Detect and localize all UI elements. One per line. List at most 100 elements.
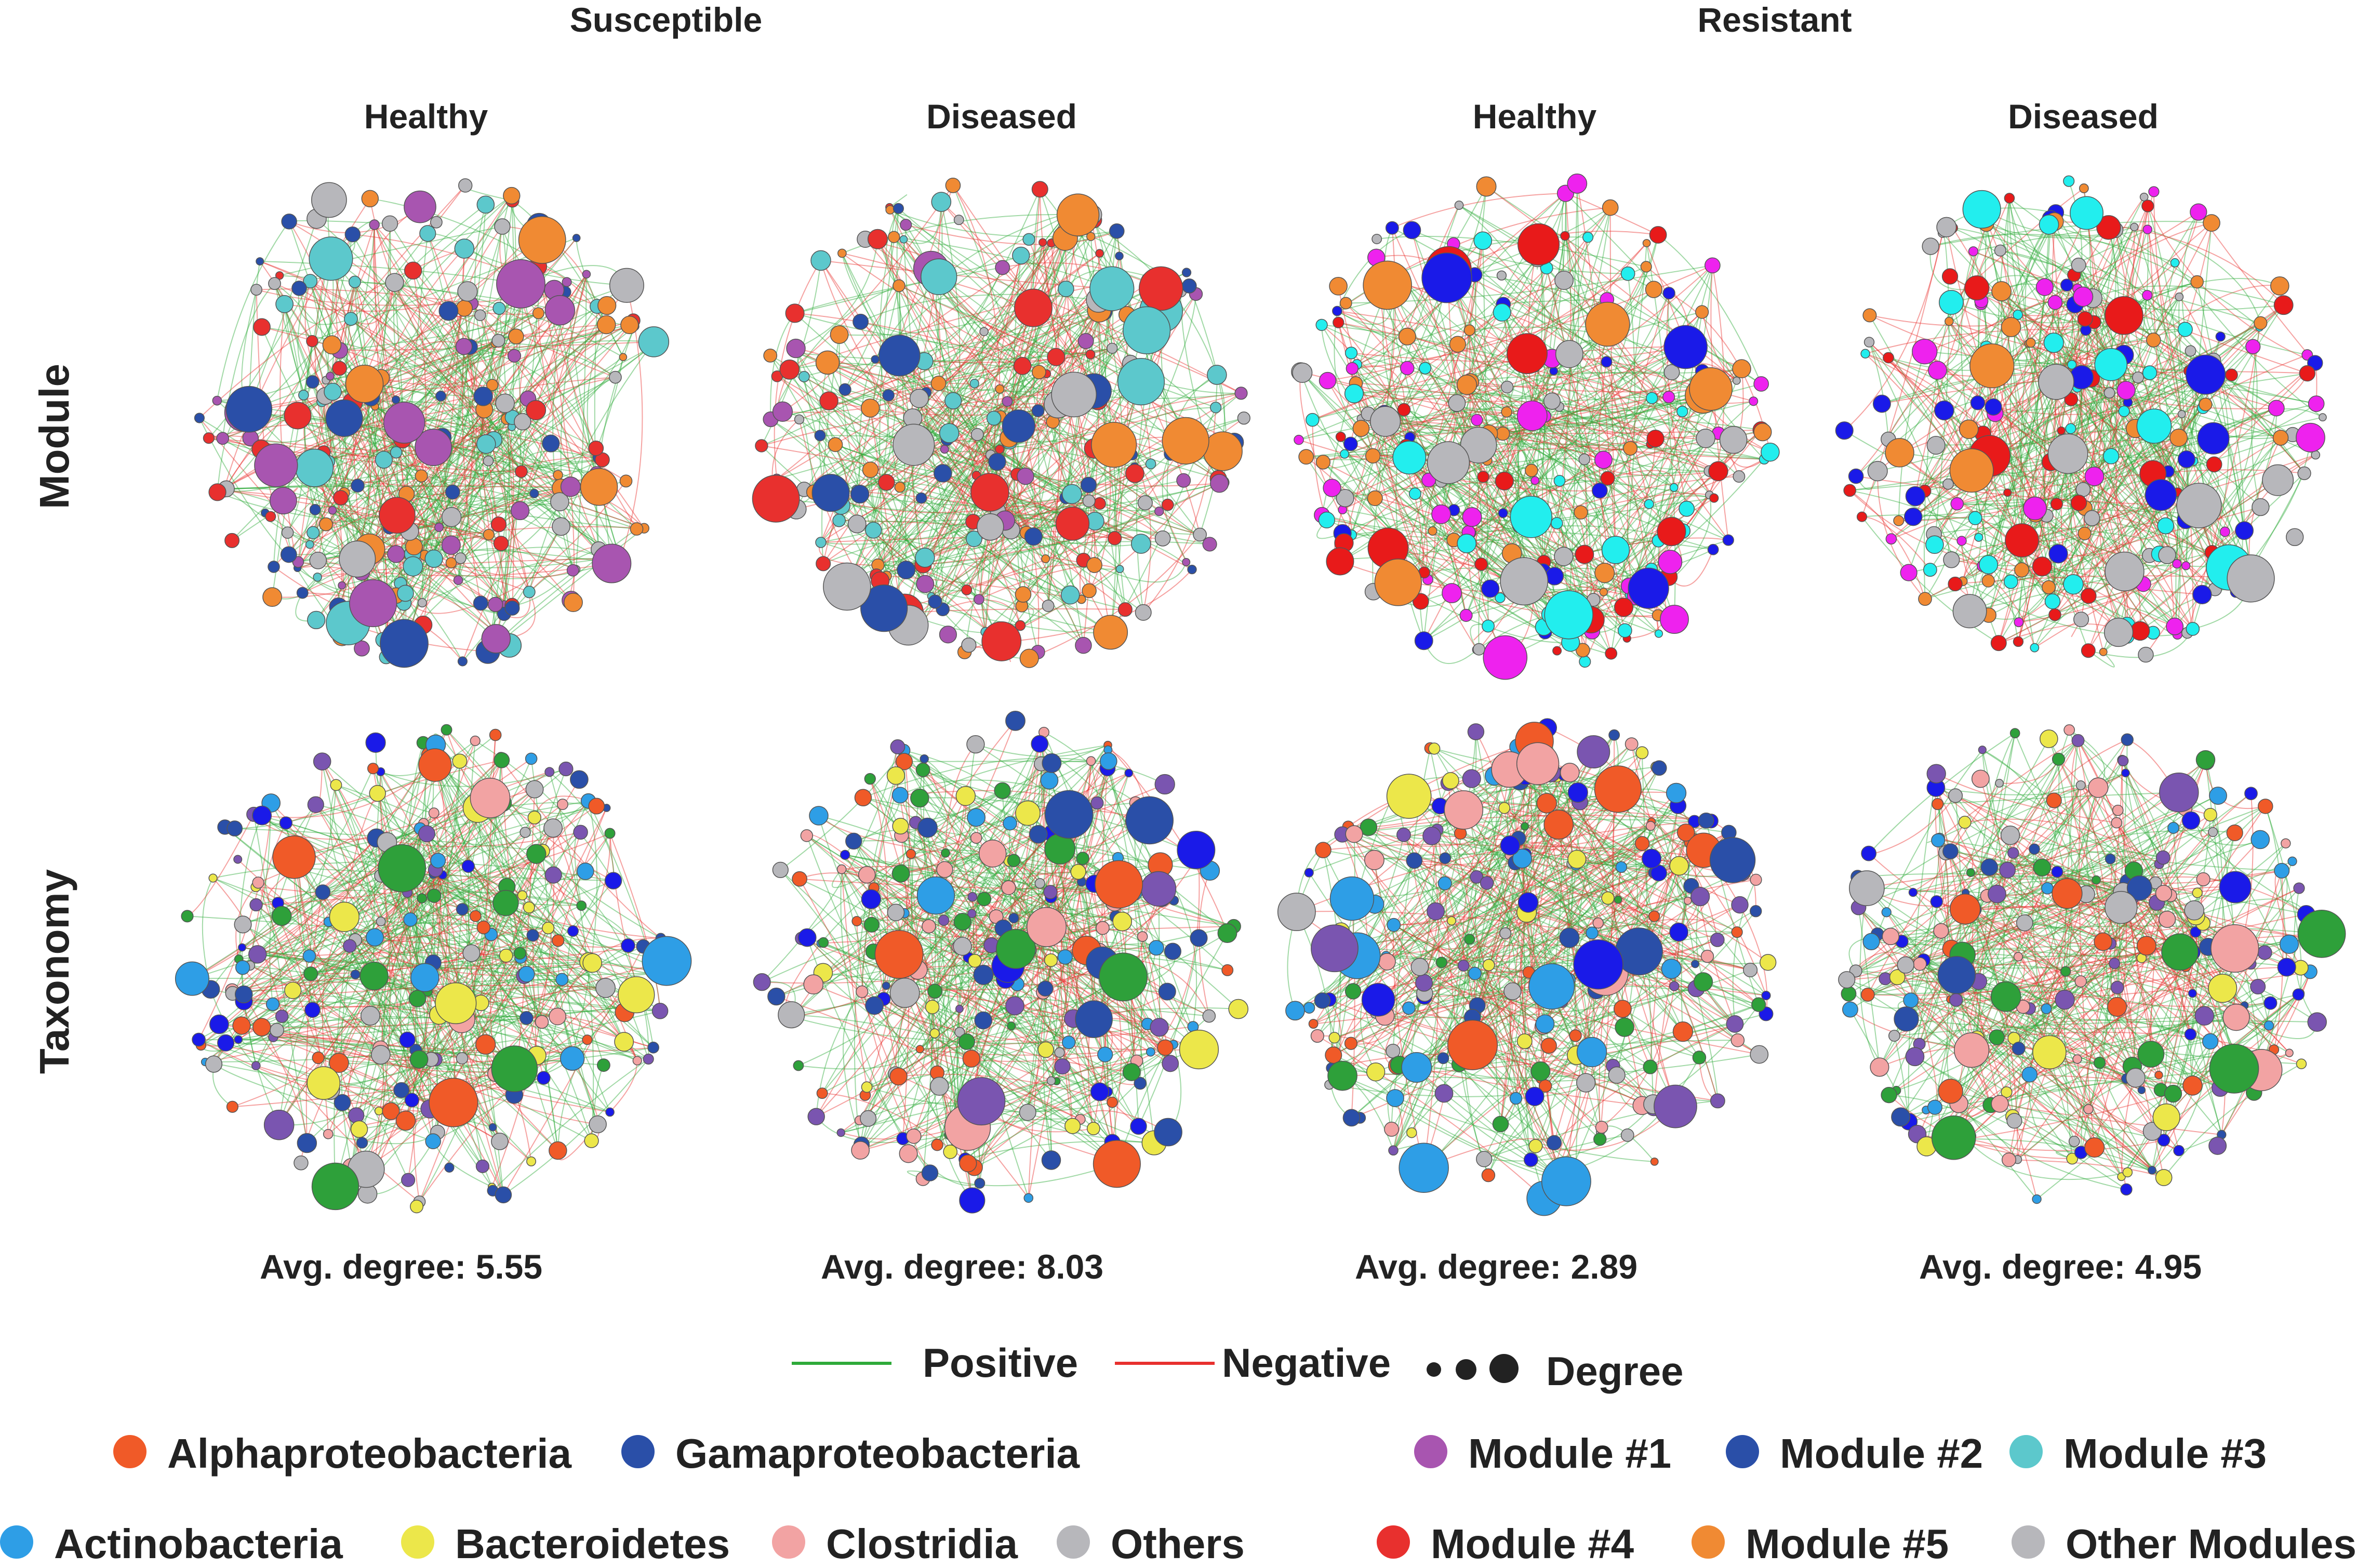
network-edge <box>503 1058 649 1195</box>
network-node <box>1202 537 1217 552</box>
network-node <box>995 384 1005 394</box>
network-node <box>1421 252 1472 303</box>
network-node <box>1340 449 1350 459</box>
network-edge <box>256 868 403 1066</box>
network-node <box>1761 442 1780 462</box>
network-node <box>390 446 403 459</box>
network-edge <box>417 979 562 1000</box>
network-edge <box>873 529 1011 550</box>
network-edge <box>505 902 643 1005</box>
network-node <box>1399 1142 1449 1193</box>
network-node <box>1449 336 1466 353</box>
network-node <box>867 229 888 249</box>
network-edge <box>411 761 460 1100</box>
network-node <box>1054 1058 1071 1075</box>
network-node <box>1698 812 1714 829</box>
network-edge <box>273 875 382 1038</box>
network-node <box>456 1052 469 1065</box>
network-node <box>922 919 936 934</box>
network-edge <box>374 224 558 475</box>
network-edge <box>284 304 390 528</box>
network-node <box>1442 583 1462 604</box>
network-node <box>403 556 423 577</box>
network-node <box>1419 362 1432 375</box>
network-edge <box>355 974 558 1151</box>
network-node <box>836 864 847 874</box>
taxonomy-network-2 <box>753 711 1249 1214</box>
network-node <box>1462 507 1482 527</box>
network-node <box>311 1162 360 1211</box>
network-node <box>1125 463 1144 483</box>
network-node <box>882 389 895 402</box>
network-node <box>1516 742 1560 786</box>
network-node <box>208 873 218 883</box>
network-node <box>928 594 942 609</box>
network-node <box>1666 782 1687 804</box>
network-node <box>939 423 960 443</box>
network-node <box>961 637 977 653</box>
network-node <box>1503 982 1522 1001</box>
network-edge <box>438 349 648 528</box>
network-node <box>1031 404 1045 417</box>
network-edge <box>506 418 600 550</box>
network-edge <box>448 311 530 592</box>
network-node <box>1483 635 1528 680</box>
network-node <box>1615 1017 1634 1037</box>
network-node <box>517 890 528 901</box>
network-node <box>1645 281 1662 298</box>
network-node <box>1187 564 1197 575</box>
network-node <box>1130 1118 1147 1135</box>
network-edge <box>480 558 603 604</box>
network-node <box>518 966 535 982</box>
network-node <box>1500 380 1514 394</box>
network-node <box>1086 756 1096 766</box>
network-node <box>1448 394 1466 412</box>
network-edge <box>216 221 290 401</box>
network-edge <box>224 827 507 1060</box>
network-node <box>592 543 632 583</box>
network-node <box>535 1015 549 1029</box>
network-node <box>891 864 910 883</box>
network-edge <box>298 303 473 563</box>
network-node <box>856 985 869 998</box>
network-node <box>488 1123 497 1132</box>
network-node <box>1749 396 1759 406</box>
network-node <box>265 997 280 1012</box>
module-network-1 <box>194 178 670 668</box>
network-node <box>605 1107 615 1117</box>
network-edge <box>409 324 630 532</box>
network-node <box>1003 816 1017 831</box>
network-node <box>828 437 843 453</box>
network-node <box>492 889 519 916</box>
network-node <box>810 250 831 271</box>
network-edge <box>581 905 629 946</box>
network-node <box>1061 484 1082 504</box>
network-edge <box>314 200 513 510</box>
network-edge <box>576 238 624 357</box>
network-node <box>995 444 1005 454</box>
network-edge <box>482 396 513 608</box>
network-node <box>1137 495 1153 511</box>
network-node <box>1019 1104 1036 1121</box>
network-node <box>1217 923 1237 943</box>
network-edge <box>273 768 567 1038</box>
network-node <box>350 1120 368 1138</box>
network-node <box>1493 303 1511 322</box>
network-node <box>294 1155 309 1171</box>
network-node <box>391 395 401 404</box>
network-edge <box>322 761 504 1195</box>
network-node <box>424 549 443 568</box>
network-node <box>483 528 495 541</box>
network-node <box>1658 550 1683 574</box>
network-node <box>1154 774 1175 795</box>
network-node <box>563 593 583 613</box>
network-node <box>297 1133 317 1153</box>
network-node <box>1051 371 1097 418</box>
network-node <box>203 432 215 444</box>
network-edge <box>535 274 587 410</box>
network-node <box>800 829 814 842</box>
network-node <box>890 739 906 754</box>
network-node <box>252 1018 271 1037</box>
network-node <box>1294 434 1304 445</box>
network-node <box>894 482 906 493</box>
